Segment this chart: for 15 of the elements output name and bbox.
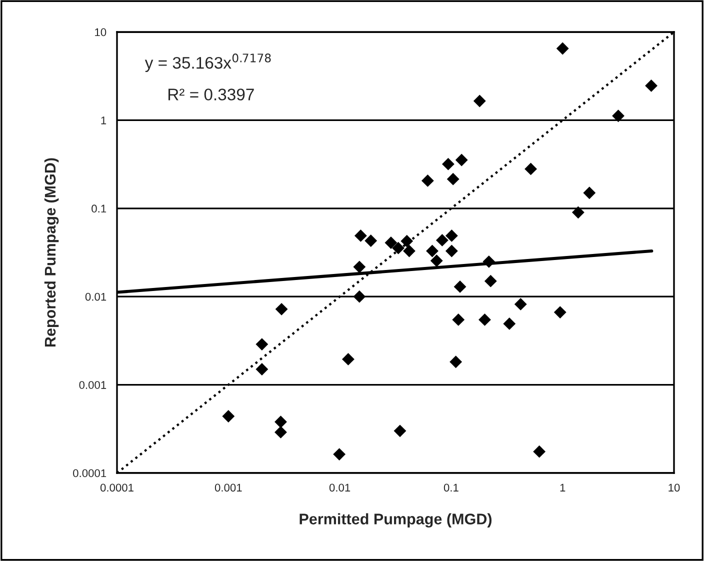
x-tick-label: 10 xyxy=(668,484,680,492)
x-tick-label: 0.1 xyxy=(444,484,458,492)
annotation: y = 35.163x$^{0.7178}$ xyxy=(144,54,271,72)
x-tick-label: 1 xyxy=(560,484,566,492)
y-tick-label: 0.001 xyxy=(79,381,106,389)
annotation: R² = 0.3397 xyxy=(168,88,254,100)
y-tick-label: 0.1 xyxy=(92,204,106,213)
y-axis-title: Reported Pumpage (MGD) xyxy=(44,158,59,347)
y-tick-label: 0.01 xyxy=(85,292,106,301)
y-tick-label: 1 xyxy=(101,116,106,124)
y-tick-label: 0.0001 xyxy=(73,469,106,478)
x-axis-title: Permitted Pumpage (MGD) xyxy=(300,513,492,528)
x-tick-label: 0.01 xyxy=(329,484,350,492)
x-tick-label: 0.001 xyxy=(214,484,242,492)
y-tick-label: 10 xyxy=(95,28,106,36)
